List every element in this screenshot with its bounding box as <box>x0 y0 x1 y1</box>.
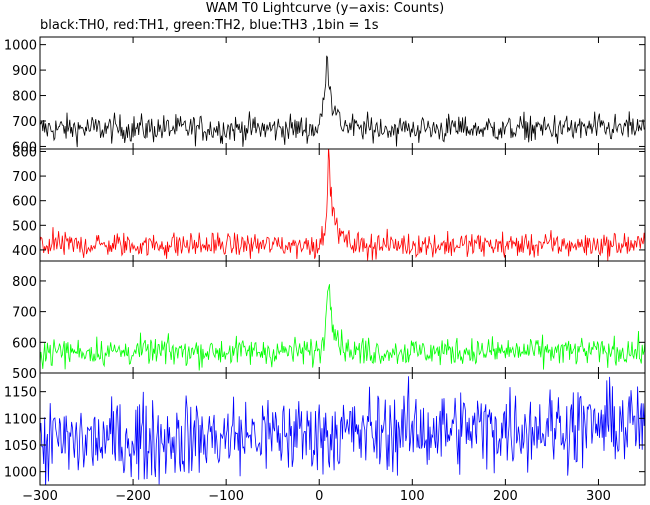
y-tick-label: 1000 <box>4 39 37 54</box>
x-tick-label: 100 <box>400 489 425 504</box>
x-tick-label: −200 <box>115 489 151 504</box>
y-tick-label: 700 <box>12 115 37 130</box>
y-tick-label: 500 <box>12 219 37 234</box>
y-tick-label: 1000 <box>4 466 37 481</box>
y-tick-label: 500 <box>12 367 37 382</box>
x-tick-label: −100 <box>208 489 244 504</box>
x-tick-label: 300 <box>586 489 611 504</box>
series-line-th3 <box>40 376 645 485</box>
y-tick-label: 900 <box>12 64 37 79</box>
y-tick-label: 700 <box>12 170 37 185</box>
chart-subtitle: black:TH0, red:TH1, green:TH2, blue:TH3 … <box>40 18 379 33</box>
y-tick-label: 600 <box>12 336 37 351</box>
series-line-th2 <box>40 284 645 371</box>
y-tick-label: 1150 <box>4 386 37 401</box>
y-tick-label: 1100 <box>4 412 37 427</box>
x-tick-label: 0 <box>315 489 323 504</box>
chart-title: WAM T0 Lightcurve (y−axis: Counts) <box>205 1 445 16</box>
x-tick-label: −300 <box>22 489 58 504</box>
panel-frame <box>39 36 646 150</box>
y-tick-label: 700 <box>12 306 37 321</box>
y-tick-label: 1050 <box>4 439 37 454</box>
y-tick-label: 800 <box>12 275 37 290</box>
y-tick-label: 800 <box>12 145 37 160</box>
y-tick-label: 600 <box>12 195 37 210</box>
x-tick-label: 200 <box>493 489 518 504</box>
series-line-th0 <box>40 55 645 148</box>
y-tick-label: 400 <box>12 244 37 259</box>
series-line-th1 <box>40 149 645 261</box>
y-tick-label: 600 <box>12 140 37 155</box>
y-tick-label: 800 <box>12 90 37 105</box>
panel-frame <box>39 372 646 486</box>
